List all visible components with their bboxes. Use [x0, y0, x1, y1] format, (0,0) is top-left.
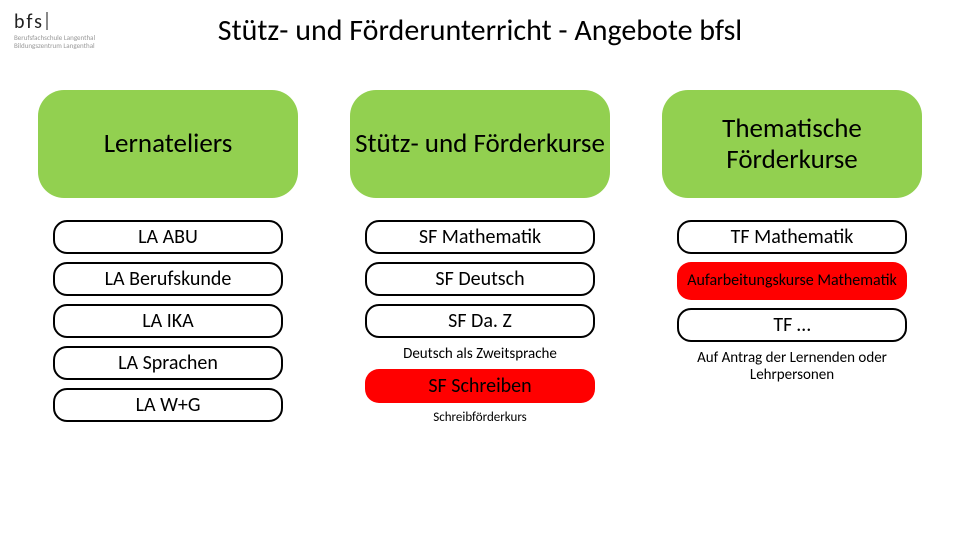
pill: LA Berufskunde — [53, 262, 283, 296]
pill: LA W+G — [53, 388, 283, 422]
page-title: Stütz- und Förderunterricht - Angebote b… — [0, 12, 960, 49]
pill: SF Schreiben — [365, 369, 595, 403]
pill: LA Sprachen — [53, 346, 283, 380]
pill-subtext: Schreibförderkurs — [365, 411, 595, 425]
pill: LA IKA — [53, 304, 283, 338]
column: Lernateliers LA ABU LA Berufskunde LA IKA LA… — [30, 90, 306, 431]
pill: SF Deutsch — [365, 262, 595, 296]
pill: TF Mathematik — [677, 220, 907, 254]
column: Stütz- und Förderkurse SF Mathematik SF De… — [342, 90, 618, 431]
column: Thematische Förderkurse TF Mathematik Aufa… — [654, 90, 930, 431]
pill: SF Mathematik — [365, 220, 595, 254]
columns-container: Lernateliers LA ABU LA Berufskunde LA IKA LA… — [30, 90, 930, 431]
slide: bfs Berufsfachschule Langenthal Bildungs… — [0, 0, 960, 540]
column-header: Thematische Förderkurse — [662, 90, 922, 198]
pill: SF Da. Z — [365, 304, 595, 338]
pill: LA ABU — [53, 220, 283, 254]
pill-subtext: Deutsch als Zweitsprache — [365, 346, 595, 363]
column-header: Lernateliers — [38, 90, 298, 198]
column-header: Stütz- und Förderkurse — [350, 90, 610, 198]
pill: Aufarbeitungskurse Mathematik — [677, 262, 907, 300]
pill: TF … — [677, 308, 907, 342]
pill-subtext: Auf Antrag der Lernenden oder Lehrperson… — [677, 350, 907, 383]
